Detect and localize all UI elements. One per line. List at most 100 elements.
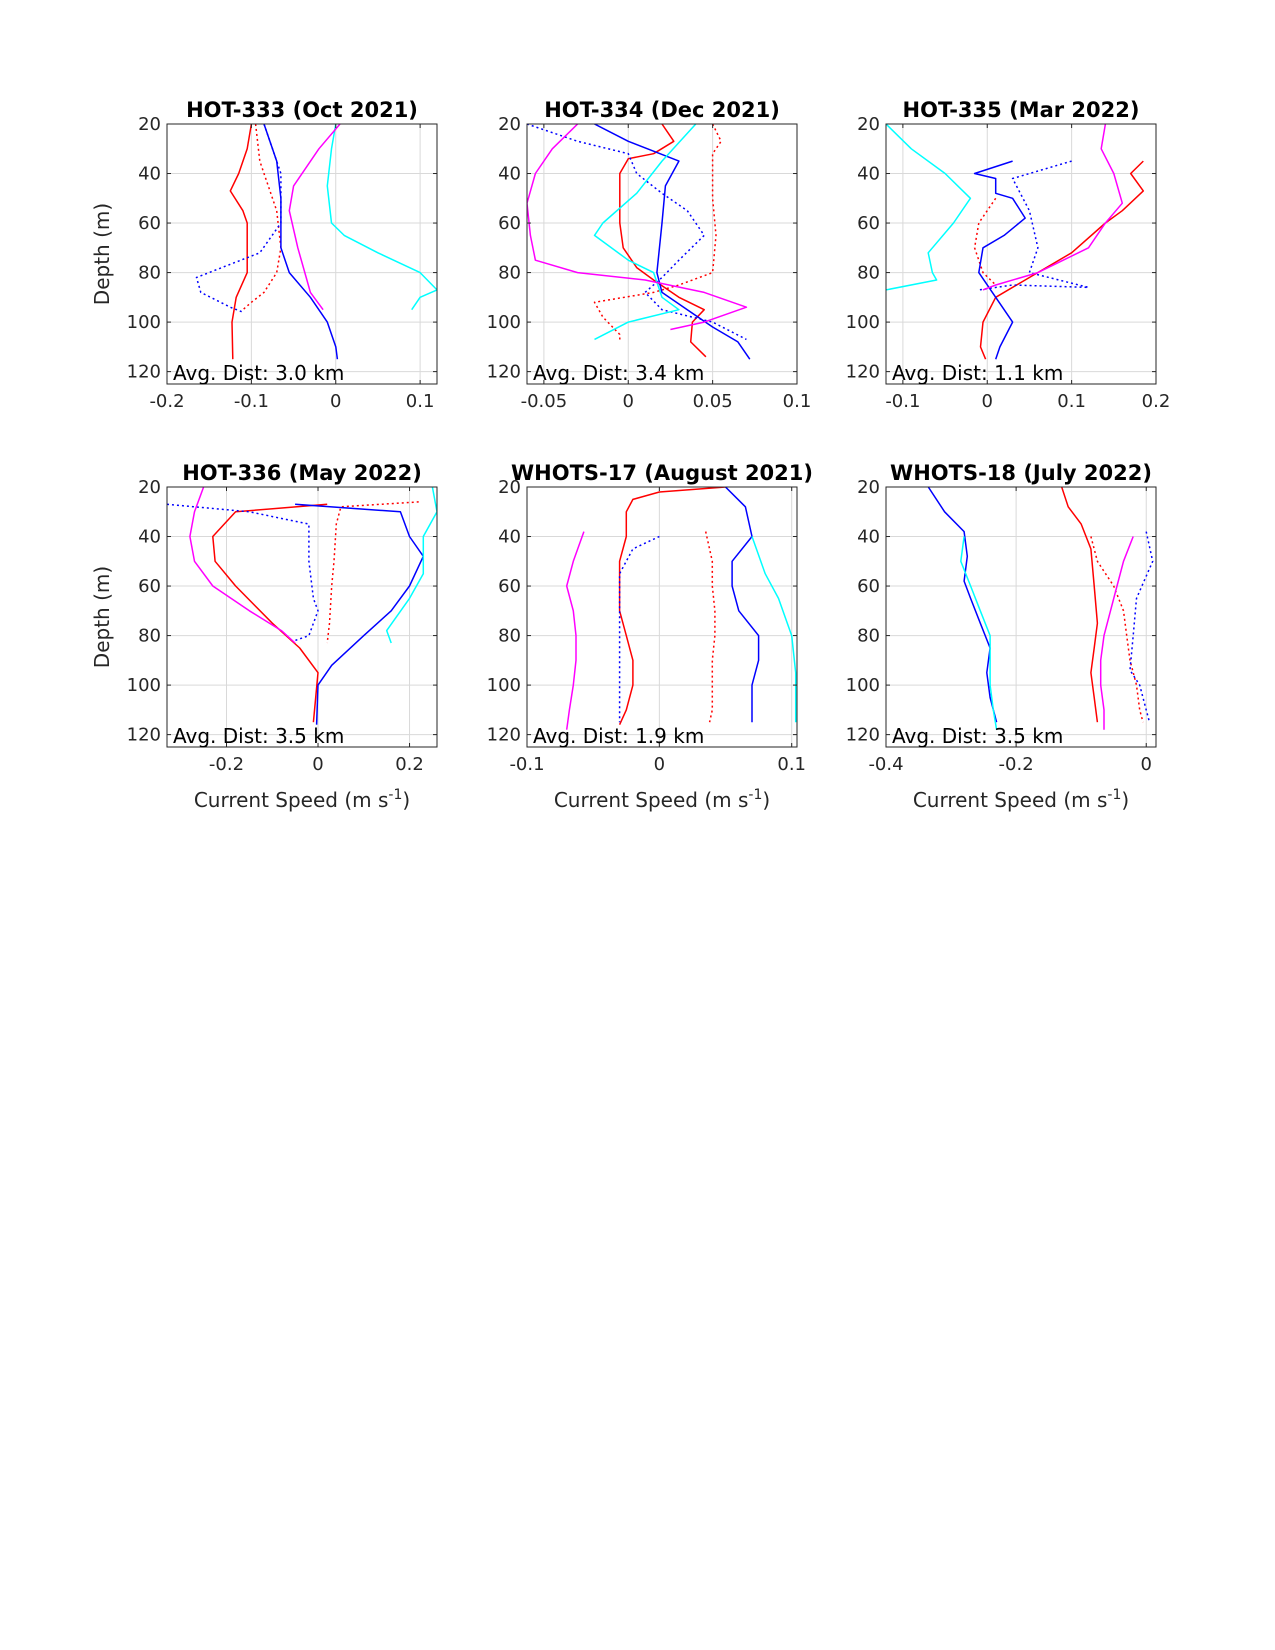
x-tick-label: -0.2 (209, 754, 244, 775)
plot-area (167, 124, 437, 384)
subplot-3: -0.1 0 0.1 0.2 20 40 60 80 100 120 HOT-335 (Mar 20… (846, 98, 1171, 412)
series-line-5 (960, 536, 998, 730)
axes-box (526, 486, 798, 748)
series-line-5 (593, 124, 697, 341)
series-group (886, 124, 1145, 360)
y-tick-label: 120 (127, 362, 161, 383)
x-tick-label: 0.1 (783, 391, 812, 412)
series-line-3 (263, 124, 339, 360)
x-axis-label: Current Speed (m s-1) (913, 787, 1129, 812)
subplot-4: -0.2 0 0.2 20 40 60 80 100 120 HOT-336 (May 2022)… (90, 461, 438, 812)
series-line-5 (385, 487, 437, 644)
y-tick-label: 20 (498, 477, 521, 498)
series-line-5 (326, 124, 437, 311)
y-tick-label: 60 (857, 213, 880, 234)
x-tick-label: -0.2 (999, 754, 1034, 775)
y-tick-label: 60 (857, 576, 880, 597)
axes-box (166, 123, 438, 385)
series-line-2 (704, 531, 716, 723)
subplot-title: HOT-333 (Oct 2021) (186, 98, 418, 122)
x-tick-label: -0.1 (509, 754, 544, 775)
series-group (927, 487, 1154, 730)
x-tick-label: 0.05 (693, 391, 733, 412)
series-line-6 (982, 124, 1124, 291)
y-tick-label: 100 (846, 312, 880, 333)
x-tick-label: 0 (982, 391, 993, 412)
subplot-title: WHOTS-17 (August 2021) (511, 461, 813, 485)
series-group (565, 487, 797, 730)
subplot-title: HOT-335 (Mar 2022) (903, 98, 1140, 122)
axes-box (885, 123, 1157, 385)
plot-area (527, 124, 797, 384)
x-tick-label: 0 (623, 391, 634, 412)
series-line-1 (979, 160, 1145, 360)
y-tick-label: 80 (498, 626, 521, 647)
y-tick-label: 40 (138, 164, 161, 185)
avg-distance-annotation: Avg. Dist: 1.1 km (892, 361, 1063, 385)
subplot-1: -0.2 -0.1 0 0.1 20 40 60 80 100 120 HOT-333 (Oct 2… (90, 98, 438, 412)
x-tick-label: 0.2 (1142, 391, 1171, 412)
series-group (527, 124, 751, 360)
series-line-6 (288, 124, 341, 311)
series-line-4 (1129, 531, 1154, 723)
y-tick-label: 20 (138, 477, 161, 498)
plot-area (886, 487, 1156, 747)
series-line-1 (1060, 487, 1099, 723)
y-tick-label: 120 (846, 725, 880, 746)
series-line-5 (751, 536, 797, 723)
avg-distance-annotation: Avg. Dist: 3.5 km (173, 724, 344, 748)
x-tick-label: -0.4 (868, 754, 903, 775)
y-tick-label: 20 (498, 114, 521, 135)
x-tick-label: 0 (330, 391, 341, 412)
x-tick-label: 0.1 (1057, 391, 1086, 412)
series-line-3 (295, 503, 425, 725)
y-tick-label: 60 (138, 213, 161, 234)
x-tick-label: 0 (312, 754, 323, 775)
y-tick-label: 100 (127, 312, 161, 333)
y-tick-label: 120 (487, 725, 521, 746)
series-line-3 (973, 160, 1026, 360)
y-tick-label: 40 (498, 527, 521, 548)
axes-box (885, 486, 1157, 748)
series-group (167, 487, 437, 725)
y-tick-label: 80 (498, 263, 521, 284)
series-line-3 (594, 124, 751, 360)
series-line-2 (242, 124, 282, 311)
x-tick-label: 0.1 (777, 754, 806, 775)
y-tick-label: 100 (127, 675, 161, 696)
x-tick-label: -0.05 (521, 391, 568, 412)
plot-area (167, 487, 437, 747)
y-tick-label: 20 (857, 114, 880, 135)
avg-distance-annotation: Avg. Dist: 1.9 km (533, 724, 704, 748)
y-tick-label: 60 (498, 213, 521, 234)
y-tick-label: 40 (857, 527, 880, 548)
y-tick-label: 20 (138, 114, 161, 135)
series-line-6 (527, 124, 748, 331)
y-tick-label: 100 (487, 312, 521, 333)
subplot-title: HOT-336 (May 2022) (182, 461, 422, 485)
y-tick-label: 60 (138, 576, 161, 597)
subplot-6: -0.4 -0.2 0 20 40 60 80 100 120 WHOTS-18 (July 20… (846, 461, 1157, 812)
series-line-2 (326, 501, 419, 644)
y-tick-label: 120 (846, 362, 880, 383)
x-tick-label: 0.2 (395, 754, 424, 775)
subplot-title: WHOTS-18 (July 2022) (890, 461, 1152, 485)
axes-box (166, 486, 438, 748)
series-line-1 (618, 487, 726, 726)
series-line-2 (973, 197, 997, 286)
subplot-5: -0.1 0 0.1 20 40 60 80 100 120 WHOTS-17 (August 2… (487, 461, 813, 812)
x-tick-label: -0.1 (885, 391, 920, 412)
series-line-6 (1099, 536, 1134, 730)
y-tick-label: 80 (857, 263, 880, 284)
series-line-5 (886, 124, 972, 291)
series-group (195, 124, 437, 360)
y-tick-label: 80 (857, 626, 880, 647)
y-tick-label: 20 (857, 477, 880, 498)
subplot-2: -0.05 0 0.05 0.1 20 40 60 80 100 120 HOT-334 (Dec … (487, 98, 812, 412)
avg-distance-annotation: Avg. Dist: 3.0 km (173, 361, 344, 385)
x-tick-label: 0 (654, 754, 665, 775)
x-tick-label: 0.1 (406, 391, 435, 412)
y-tick-label: 40 (138, 527, 161, 548)
y-axis-label: Depth (m) (90, 566, 114, 668)
